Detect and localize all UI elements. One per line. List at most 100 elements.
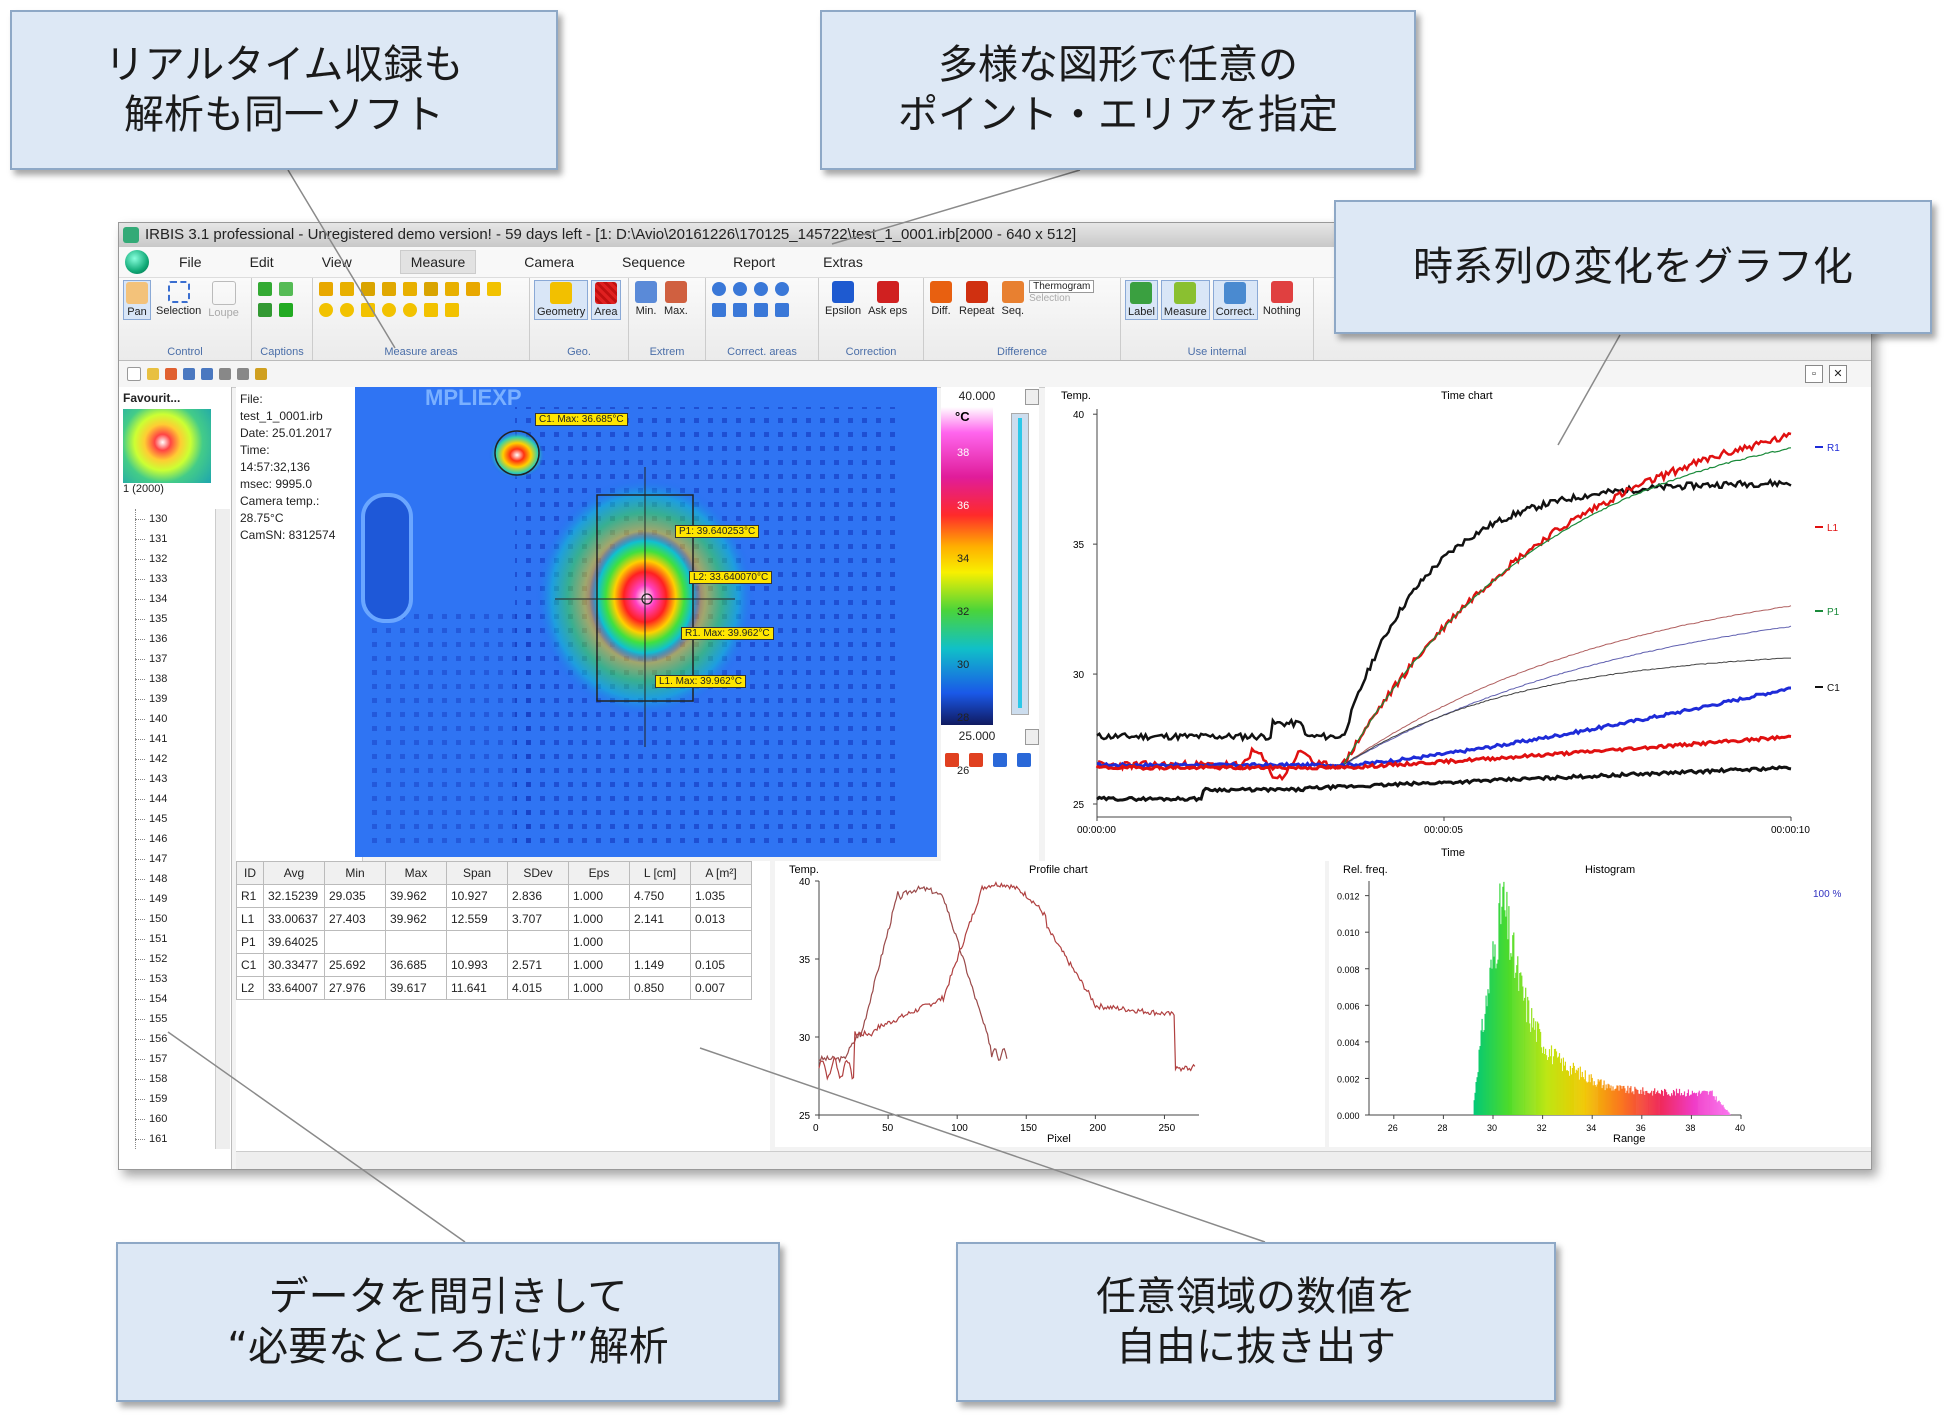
frame-list-item[interactable]: 161	[119, 1129, 223, 1149]
thermogram-dropdown[interactable]: Thermogram	[1029, 280, 1095, 293]
level-slider[interactable]	[1011, 413, 1029, 715]
measure-button[interactable]: Measure	[1160, 280, 1210, 320]
frame-list-item[interactable]: 135	[119, 609, 223, 629]
diff-button[interactable]: Diff.	[928, 280, 954, 318]
corr-rect-icon[interactable]	[712, 303, 726, 317]
max-button[interactable]: Max.	[662, 280, 690, 318]
scale-min-spinner[interactable]	[1025, 729, 1039, 745]
menu-edit[interactable]: Edit	[249, 254, 274, 270]
palette-icon[interactable]	[165, 368, 177, 380]
table-header-cell[interactable]: Max	[385, 861, 447, 885]
frame-list-item[interactable]: 134	[119, 589, 223, 609]
ellipse-icon[interactable]	[340, 303, 354, 317]
frame-list-item[interactable]: 142	[119, 749, 223, 769]
table-row[interactable]: P1 39.64025 1.000	[236, 930, 752, 954]
table-header-cell[interactable]: ID	[236, 861, 264, 885]
restore-button[interactable]: ▫	[1805, 365, 1823, 383]
pan-button[interactable]: Pan	[123, 280, 151, 320]
profile-chart[interactable]: Temp. Profile chart Pixel 40 35 30 250 50 100…	[775, 861, 1325, 1147]
table-header-cell[interactable]: Min	[324, 861, 386, 885]
back-icon[interactable]	[183, 368, 195, 380]
frame-list-item[interactable]: 160	[119, 1109, 223, 1129]
menu-view[interactable]: View	[321, 254, 352, 270]
frame-list-item[interactable]: 153	[119, 969, 223, 989]
repeat-button[interactable]: Repeat	[957, 280, 996, 318]
correct-button[interactable]: Correct.	[1212, 280, 1258, 320]
label-button[interactable]: Label	[1125, 280, 1158, 320]
corr-pentagon-icon[interactable]	[733, 303, 747, 317]
menu-extras[interactable]: Extras	[823, 254, 863, 270]
menu-camera[interactable]: Camera	[524, 254, 575, 270]
line-icon[interactable]	[340, 282, 354, 296]
epsilon-button[interactable]: Epsilon	[823, 280, 863, 318]
caption-copy-icon[interactable]	[279, 282, 293, 296]
pentagon-icon[interactable]	[361, 303, 375, 317]
table-header-cell[interactable]: Eps	[568, 861, 630, 885]
table-row[interactable]: L1 33.00637 27.403 39.962 12.559 3.707 1.000 2.…	[236, 907, 752, 931]
frame-list-item[interactable]: 140	[119, 709, 223, 729]
open-icon[interactable]	[147, 368, 159, 380]
forward-icon[interactable]	[201, 368, 213, 380]
frame-list-item[interactable]: 156	[119, 1029, 223, 1049]
roi-point-p1[interactable]	[641, 593, 653, 605]
frame-list-item[interactable]: 136	[119, 629, 223, 649]
caption-pin-icon[interactable]	[258, 303, 272, 317]
frame-list-item[interactable]: 146	[119, 829, 223, 849]
app-menu-orb-icon[interactable]	[125, 250, 149, 274]
freehand-icon[interactable]	[403, 282, 417, 296]
zoom-out-icon[interactable]	[237, 368, 249, 380]
frame-list-item[interactable]: 157	[119, 1049, 223, 1069]
frame-list-item[interactable]: 144	[119, 789, 223, 809]
menu-file[interactable]: File	[179, 254, 202, 270]
table-header-cell[interactable]: A [m²]	[690, 861, 752, 885]
frame-list-item[interactable]: 149	[119, 889, 223, 909]
thermal-image[interactable]: MPLIEXP C1. Max: 36.685°C P1: 39.640253°…	[355, 387, 937, 857]
frame-list-item[interactable]: 154	[119, 989, 223, 1009]
rect-icon[interactable]	[445, 282, 459, 296]
palette-b-icon[interactable]	[969, 753, 983, 767]
table-row[interactable]: L2 33.64007 27.976 39.617 11.641 4.015 1.000 0.…	[236, 976, 752, 1000]
frame-list-item[interactable]: 152	[119, 949, 223, 969]
frame-list-item[interactable]: 137	[119, 649, 223, 669]
roi-circle-c1[interactable]	[494, 430, 540, 476]
angle-icon[interactable]	[424, 282, 438, 296]
frame-list-item[interactable]: 132	[119, 549, 223, 569]
polygon-icon[interactable]	[445, 303, 459, 317]
menu-sequence[interactable]: Sequence	[622, 254, 686, 270]
table-header-cell[interactable]: Avg	[263, 861, 325, 885]
palette-c-icon[interactable]	[993, 753, 1007, 767]
point-icon[interactable]	[319, 282, 333, 296]
rect2-icon[interactable]	[466, 282, 480, 296]
frame-list-item[interactable]: 141	[119, 729, 223, 749]
ask-eps-button[interactable]: Ask eps	[866, 280, 909, 318]
scale-max[interactable]: 40.000	[958, 389, 996, 403]
menu-measure[interactable]: Measure	[399, 250, 477, 274]
frame-list-item[interactable]: 159	[119, 1089, 223, 1109]
polyline-icon[interactable]	[361, 282, 375, 296]
frame-list-item[interactable]: 151	[119, 929, 223, 949]
min-button[interactable]: Min.	[633, 280, 659, 318]
frame-list-item[interactable]: 143	[119, 769, 223, 789]
area-button[interactable]: Area	[591, 280, 621, 320]
favourite-thumbnail[interactable]	[123, 409, 211, 483]
frame-list-item[interactable]: 133	[119, 569, 223, 589]
caption-pen-icon[interactable]	[279, 303, 293, 317]
square-icon[interactable]	[487, 282, 501, 296]
corr-moon-icon[interactable]	[775, 282, 789, 296]
frame-list-item[interactable]: 147	[119, 849, 223, 869]
palette-a-icon[interactable]	[945, 753, 959, 767]
corr-star-icon[interactable]	[754, 303, 768, 317]
new-icon[interactable]	[127, 367, 141, 381]
table-header-cell[interactable]: Span	[446, 861, 508, 885]
scale-max-spinner[interactable]	[1025, 389, 1039, 405]
menu-report[interactable]: Report	[733, 254, 776, 270]
seq-button[interactable]: Seq.	[999, 280, 1026, 318]
frame-list-item[interactable]: 148	[119, 869, 223, 889]
table-row[interactable]: C1 30.33477 25.692 36.685 10.993 2.571 1.000 1.…	[236, 953, 752, 977]
crescent-icon[interactable]	[403, 303, 417, 317]
table-header-cell[interactable]: SDev	[507, 861, 569, 885]
table-row[interactable]: R1 32.15239 29.035 39.962 10.927 2.836 1.000 4.…	[236, 884, 752, 908]
frame-list-item[interactable]: 155	[119, 1009, 223, 1029]
pencil-icon[interactable]	[255, 368, 267, 380]
geometry-button[interactable]: Geometry	[534, 280, 589, 320]
